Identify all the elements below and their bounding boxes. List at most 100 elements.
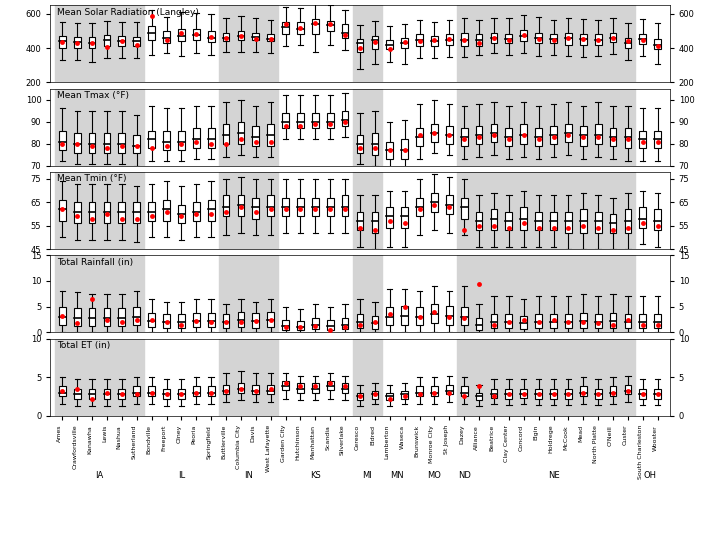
Bar [624,38,631,48]
Bar [342,24,348,38]
Bar [208,200,215,221]
Bar [89,203,96,223]
Bar [639,207,646,228]
Bar [148,386,155,397]
Bar [550,35,557,43]
Bar [267,35,274,42]
Bar [119,308,125,326]
Bar [490,389,498,398]
Bar [461,33,467,46]
Bar [74,308,81,326]
Bar [550,126,557,144]
Bar [327,320,333,330]
Bar [312,113,319,128]
Bar [401,207,408,228]
Bar [472,5,635,83]
Bar [565,124,572,142]
Bar [505,128,512,146]
Bar [654,39,661,49]
Bar [401,306,408,325]
Bar [356,39,364,52]
Bar [219,88,278,166]
Bar [193,313,199,327]
Bar [222,195,230,216]
Bar [133,37,140,46]
Bar [456,88,472,166]
Bar [353,5,382,83]
Bar [565,314,572,328]
Bar [472,88,635,166]
Bar [59,306,66,325]
Bar [372,212,378,233]
Bar [208,31,215,42]
Bar [356,135,364,152]
Bar [312,318,319,329]
Bar [74,389,81,399]
Bar [610,313,616,328]
Bar [55,5,144,83]
Bar [654,209,661,230]
Bar [178,314,185,328]
Bar [472,172,635,249]
Bar [550,389,557,399]
Bar [55,88,144,166]
Bar [59,131,66,150]
Bar [456,5,472,83]
Bar [372,391,378,399]
Bar [565,33,572,45]
Bar [446,126,453,144]
Bar [431,124,438,142]
Bar [446,35,453,45]
Bar [104,203,110,223]
Bar [595,389,601,399]
Bar [595,314,601,328]
Bar [222,314,230,328]
Bar [535,314,542,328]
Bar [253,126,259,146]
Bar [476,35,482,46]
Bar [521,316,527,329]
Bar [178,389,185,399]
Bar [431,193,438,212]
Bar [505,34,512,43]
Bar [472,338,635,416]
Bar [550,314,557,328]
Bar [208,386,215,397]
Bar [219,5,278,83]
Bar [372,316,378,329]
Bar [461,306,467,325]
Bar [74,133,81,152]
Bar [89,389,96,399]
Bar [133,135,140,152]
Bar [208,128,215,148]
Text: KS: KS [310,471,320,480]
Bar [208,313,215,327]
Bar [267,385,274,394]
Bar [104,133,110,152]
Bar [119,203,125,223]
Bar [580,209,587,233]
Bar [580,313,587,328]
Bar [178,205,185,223]
Text: OH: OH [644,471,657,480]
Bar [416,35,423,46]
Bar [163,314,170,328]
Bar [193,128,199,148]
Bar [610,386,616,397]
Bar [535,33,542,43]
Text: NE: NE [548,471,559,480]
Bar [59,386,66,397]
Bar [219,172,278,249]
Bar [282,22,289,35]
Bar [55,338,144,416]
Bar [416,306,423,325]
Bar [387,142,393,159]
Bar [119,133,125,152]
Bar [476,393,482,400]
Bar [535,128,542,146]
Bar [505,314,512,328]
Bar [222,385,230,394]
Text: MO: MO [428,471,441,480]
Bar [327,198,333,216]
Bar [416,198,423,216]
